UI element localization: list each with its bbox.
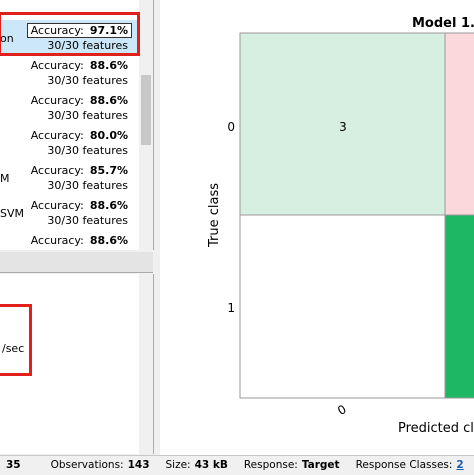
accuracy-label: Accuracy: <box>30 59 84 72</box>
model-row[interactable]: M Accuracy: 85.7% 30/30 features <box>0 160 138 196</box>
model-list-panel: on Accuracy: 97.1% 30/30 features Accuracy: 8… <box>0 0 154 250</box>
accuracy-value: 97.1% <box>89 24 128 37</box>
x-axis-label: Predicted cla <box>398 421 474 436</box>
accuracy-label: Accuracy: <box>30 129 84 142</box>
feature-count: 30/30 features <box>47 179 128 192</box>
status-bar: 35 Observations: 143 Size: 43 kB Response: Tar… <box>0 455 474 475</box>
y-tick-label: 0 <box>227 120 235 134</box>
confusion-matrix-plot: Model 1.6 3 0 1 0 True class Predicted c… <box>160 0 474 455</box>
cell-0-1 <box>444 32 474 216</box>
model-row[interactable]: Accuracy: 88.6% <box>0 230 138 250</box>
scrollbar-thumb[interactable] <box>141 75 151 145</box>
cell-1-1 <box>444 214 474 399</box>
status-label: Observations: <box>50 459 124 471</box>
status-items: Observations: 143 Size: 43 kB Response: Targe… <box>51 459 474 471</box>
accuracy-value: 88.6% <box>89 199 128 212</box>
accuracy: Accuracy: 88.6% <box>31 234 128 247</box>
details-panel: /sec <box>0 274 154 454</box>
details-scrollbar[interactable] <box>139 274 153 454</box>
selection-highlight-box <box>0 12 140 56</box>
panel-divider <box>0 252 153 273</box>
status-value: 35 <box>6 459 21 471</box>
feature-count: 30/30 features <box>47 39 128 52</box>
accuracy-label: Accuracy: <box>30 164 84 177</box>
accuracy: Accuracy: 88.6% <box>31 59 128 72</box>
status-label: Response Classes: <box>355 459 453 471</box>
accuracy-label: Accuracy: <box>30 199 84 212</box>
accuracy: Accuracy: 85.7% <box>31 164 128 177</box>
y-tick-label: 1 <box>227 301 235 315</box>
model-row[interactable]: Accuracy: 88.6% 30/30 features <box>0 55 138 91</box>
model-row[interactable]: Accuracy: 80.0% 30/30 features <box>0 125 138 161</box>
y-axis-label: True class <box>207 183 222 248</box>
details-highlight-box <box>0 304 32 376</box>
feature-count: 30/30 features <box>47 214 128 227</box>
model-row[interactable]: Accuracy: 88.6% 30/30 features <box>0 90 138 126</box>
status-label: Response: <box>243 459 298 471</box>
accuracy-label: Accuracy: <box>30 234 84 247</box>
cell-0-0 <box>239 32 446 216</box>
model-name: on <box>0 32 14 45</box>
feature-count: 30/30 features <box>47 144 128 157</box>
feature-count: 30/30 features <box>47 74 128 87</box>
accuracy-value: 88.6% <box>89 234 128 247</box>
accuracy: Accuracy: 88.6% <box>31 94 128 107</box>
status-value: 43 kB <box>194 459 228 471</box>
status-value[interactable]: 2 <box>456 459 464 471</box>
accuracy-value: 88.6% <box>89 59 128 72</box>
cell-1-0 <box>239 214 446 399</box>
model-name: SVM <box>0 207 24 220</box>
accuracy: Accuracy: 88.6% <box>31 199 128 212</box>
status-value: Target <box>301 459 340 471</box>
model-row[interactable]: on Accuracy: 97.1% 30/30 features <box>0 20 138 56</box>
model-row[interactable]: SVM Accuracy: 88.6% 30/30 features <box>0 195 138 231</box>
accuracy-value: 88.6% <box>89 94 128 107</box>
model-name: M <box>0 172 10 185</box>
status-value: 143 <box>127 459 150 471</box>
accuracy: Accuracy: 80.0% <box>31 129 128 142</box>
feature-count: 30/30 features <box>47 109 128 122</box>
status-label: Size: <box>165 459 191 471</box>
details-text: /sec <box>2 342 25 355</box>
status-first: 35 <box>6 459 37 471</box>
cell-value: 3 <box>339 120 347 134</box>
accuracy: Accuracy: 97.1% <box>26 23 132 38</box>
accuracy-label: Accuracy: <box>30 24 84 37</box>
accuracy-value: 85.7% <box>89 164 128 177</box>
accuracy-label: Accuracy: <box>30 94 84 107</box>
plot-title: Model 1.6 <box>412 16 474 31</box>
accuracy-value: 80.0% <box>89 129 128 142</box>
